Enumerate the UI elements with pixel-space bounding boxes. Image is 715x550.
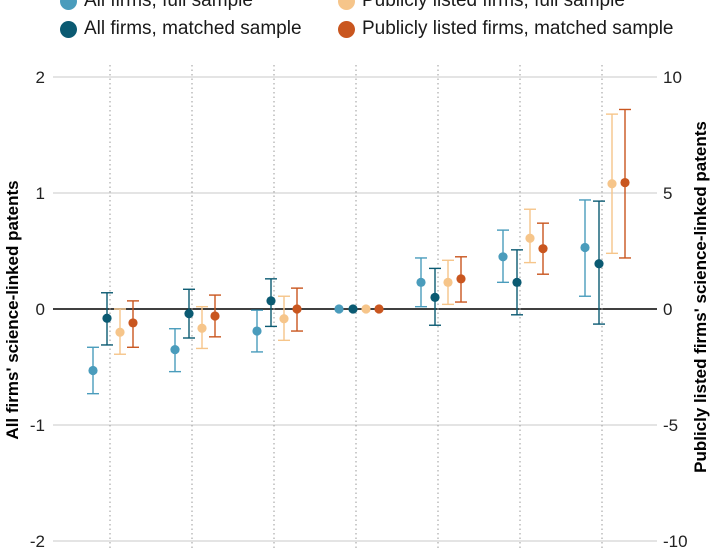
- legend-item-all-full: All firms, full sample: [60, 0, 253, 12]
- legend-dot-icon: [60, 0, 77, 10]
- data-point: [512, 277, 522, 287]
- data-point: [334, 304, 344, 314]
- legend-item-public-matched: Publicly listed firms, matched sample: [338, 18, 674, 40]
- y-tick-left: -1: [30, 416, 45, 435]
- data-point: [279, 314, 289, 324]
- data-point: [115, 327, 125, 337]
- data-point: [430, 292, 440, 302]
- data-point: [252, 326, 262, 336]
- legend-dot-icon: [338, 0, 355, 10]
- grid: [53, 76, 657, 542]
- legend: All firms, full sample Publicly listed f…: [0, 0, 715, 48]
- data-point: [416, 277, 426, 287]
- data-point: [292, 304, 302, 314]
- y-axis-title-right: Publicly listed firms' science-linked pa…: [691, 121, 710, 473]
- data-point: [498, 252, 508, 262]
- legend-label: Publicly listed firms, full sample: [362, 0, 625, 11]
- y-axis-title-left: All firms' science-linked patents: [3, 180, 22, 439]
- y-tick-right: 0: [663, 300, 672, 319]
- legend-dot-icon: [60, 20, 77, 38]
- tick-labels: 2 10 1 5 0 0 -1 -5 -2 -10: [30, 68, 688, 550]
- data-point: [580, 242, 590, 253]
- data-point: [128, 318, 138, 328]
- y-tick-left: 2: [36, 68, 45, 87]
- data-point: [361, 304, 371, 314]
- data-point: [266, 296, 276, 306]
- data-point: [102, 313, 112, 323]
- y-tick-left: 1: [36, 184, 45, 203]
- data-point: [538, 244, 548, 254]
- y-tick-left: 0: [36, 300, 45, 319]
- data-point: [184, 309, 194, 319]
- legend-dot-icon: [338, 20, 355, 38]
- data-point: [607, 179, 617, 189]
- legend-item-public-full: Publicly listed firms, full sample: [338, 0, 625, 12]
- data-point: [525, 233, 535, 243]
- legend-label: Publicly listed firms, matched sample: [362, 18, 674, 39]
- data-point: [443, 277, 453, 287]
- y-tick-right: -5: [663, 416, 678, 435]
- data-point: [594, 259, 604, 269]
- legend-label: All firms, matched sample: [84, 18, 302, 39]
- data-point: [197, 323, 207, 333]
- data-point: [456, 274, 466, 284]
- y-tick-right: -10: [663, 532, 688, 550]
- data-marks: [87, 108, 631, 395]
- legend-item-all-matched: All firms, matched sample: [60, 18, 302, 40]
- y-tick-right: 5: [663, 184, 672, 203]
- data-point: [210, 311, 220, 321]
- y-tick-right: 10: [663, 68, 682, 87]
- data-point: [170, 345, 180, 355]
- legend-label: All firms, full sample: [84, 0, 253, 11]
- data-point: [374, 304, 384, 314]
- data-point: [620, 177, 630, 188]
- data-point: [348, 304, 358, 314]
- y-tick-left: -2: [30, 532, 45, 550]
- data-point: [88, 365, 98, 376]
